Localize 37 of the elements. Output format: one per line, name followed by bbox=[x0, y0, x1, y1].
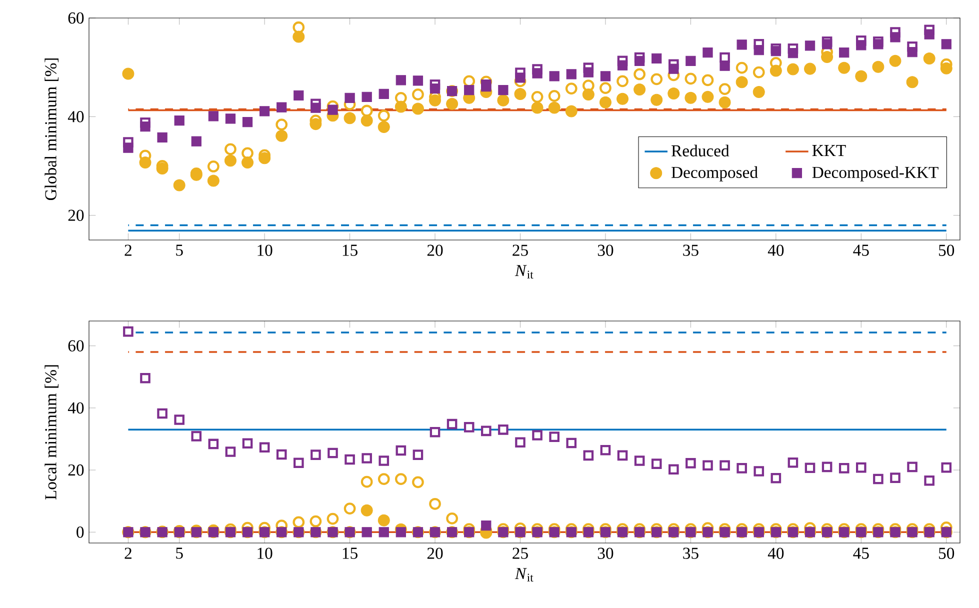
x-axis-title: N$_{it}$ bbox=[514, 568, 534, 582]
x-tick-label: 5 bbox=[176, 548, 183, 559]
y-tick-label: 20 bbox=[68, 464, 84, 476]
x-axis-title: N$_{it}$ bbox=[514, 265, 534, 279]
x-tick-label: 40 bbox=[768, 548, 784, 559]
x-tick-label: 50 bbox=[939, 548, 954, 559]
y-tick-label: 60 bbox=[68, 12, 84, 24]
x-tick-label: 30 bbox=[598, 548, 614, 559]
legend-label: Decomposed bbox=[672, 166, 758, 182]
x-tick-label: 50 bbox=[939, 244, 954, 256]
y-tick-label: 20 bbox=[68, 210, 84, 221]
x-tick-label: 25 bbox=[512, 548, 528, 559]
x-tick-label: 20 bbox=[427, 548, 443, 559]
x-tick-label: 45 bbox=[853, 244, 869, 256]
x-tick-label: 45 bbox=[853, 548, 869, 559]
x-tick-label: 35 bbox=[683, 244, 698, 256]
legend-label: KKT bbox=[812, 145, 846, 156]
x-tick-label: 2 bbox=[124, 244, 132, 256]
y-tick-label: 40 bbox=[68, 111, 84, 122]
legend-label: Reduced bbox=[672, 144, 730, 156]
x-tick-label: 25 bbox=[512, 244, 528, 256]
x-tick-label: 20 bbox=[427, 244, 443, 256]
x-tick-label: 5 bbox=[176, 244, 183, 256]
x-tick-label: 15 bbox=[342, 244, 358, 256]
y-tick-label: 0 bbox=[76, 526, 84, 538]
x-tick-label: 40 bbox=[768, 244, 784, 256]
x-tick-label: 10 bbox=[258, 548, 272, 559]
x-tick-label: 35 bbox=[683, 548, 698, 559]
x-tick-label: 10 bbox=[258, 244, 272, 256]
x-tick-label: 2 bbox=[124, 548, 132, 559]
y-axis-title: Global minimum [%] bbox=[44, 58, 58, 200]
legend-label: Decomposed-KKT bbox=[812, 166, 938, 182]
x-tick-label: 15 bbox=[342, 548, 358, 559]
y-axis-title: Local minimum [%] bbox=[44, 365, 58, 500]
x-tick-label: 30 bbox=[598, 244, 614, 256]
y-tick-label: 40 bbox=[68, 402, 84, 414]
y-tick-label: 60 bbox=[68, 340, 84, 352]
